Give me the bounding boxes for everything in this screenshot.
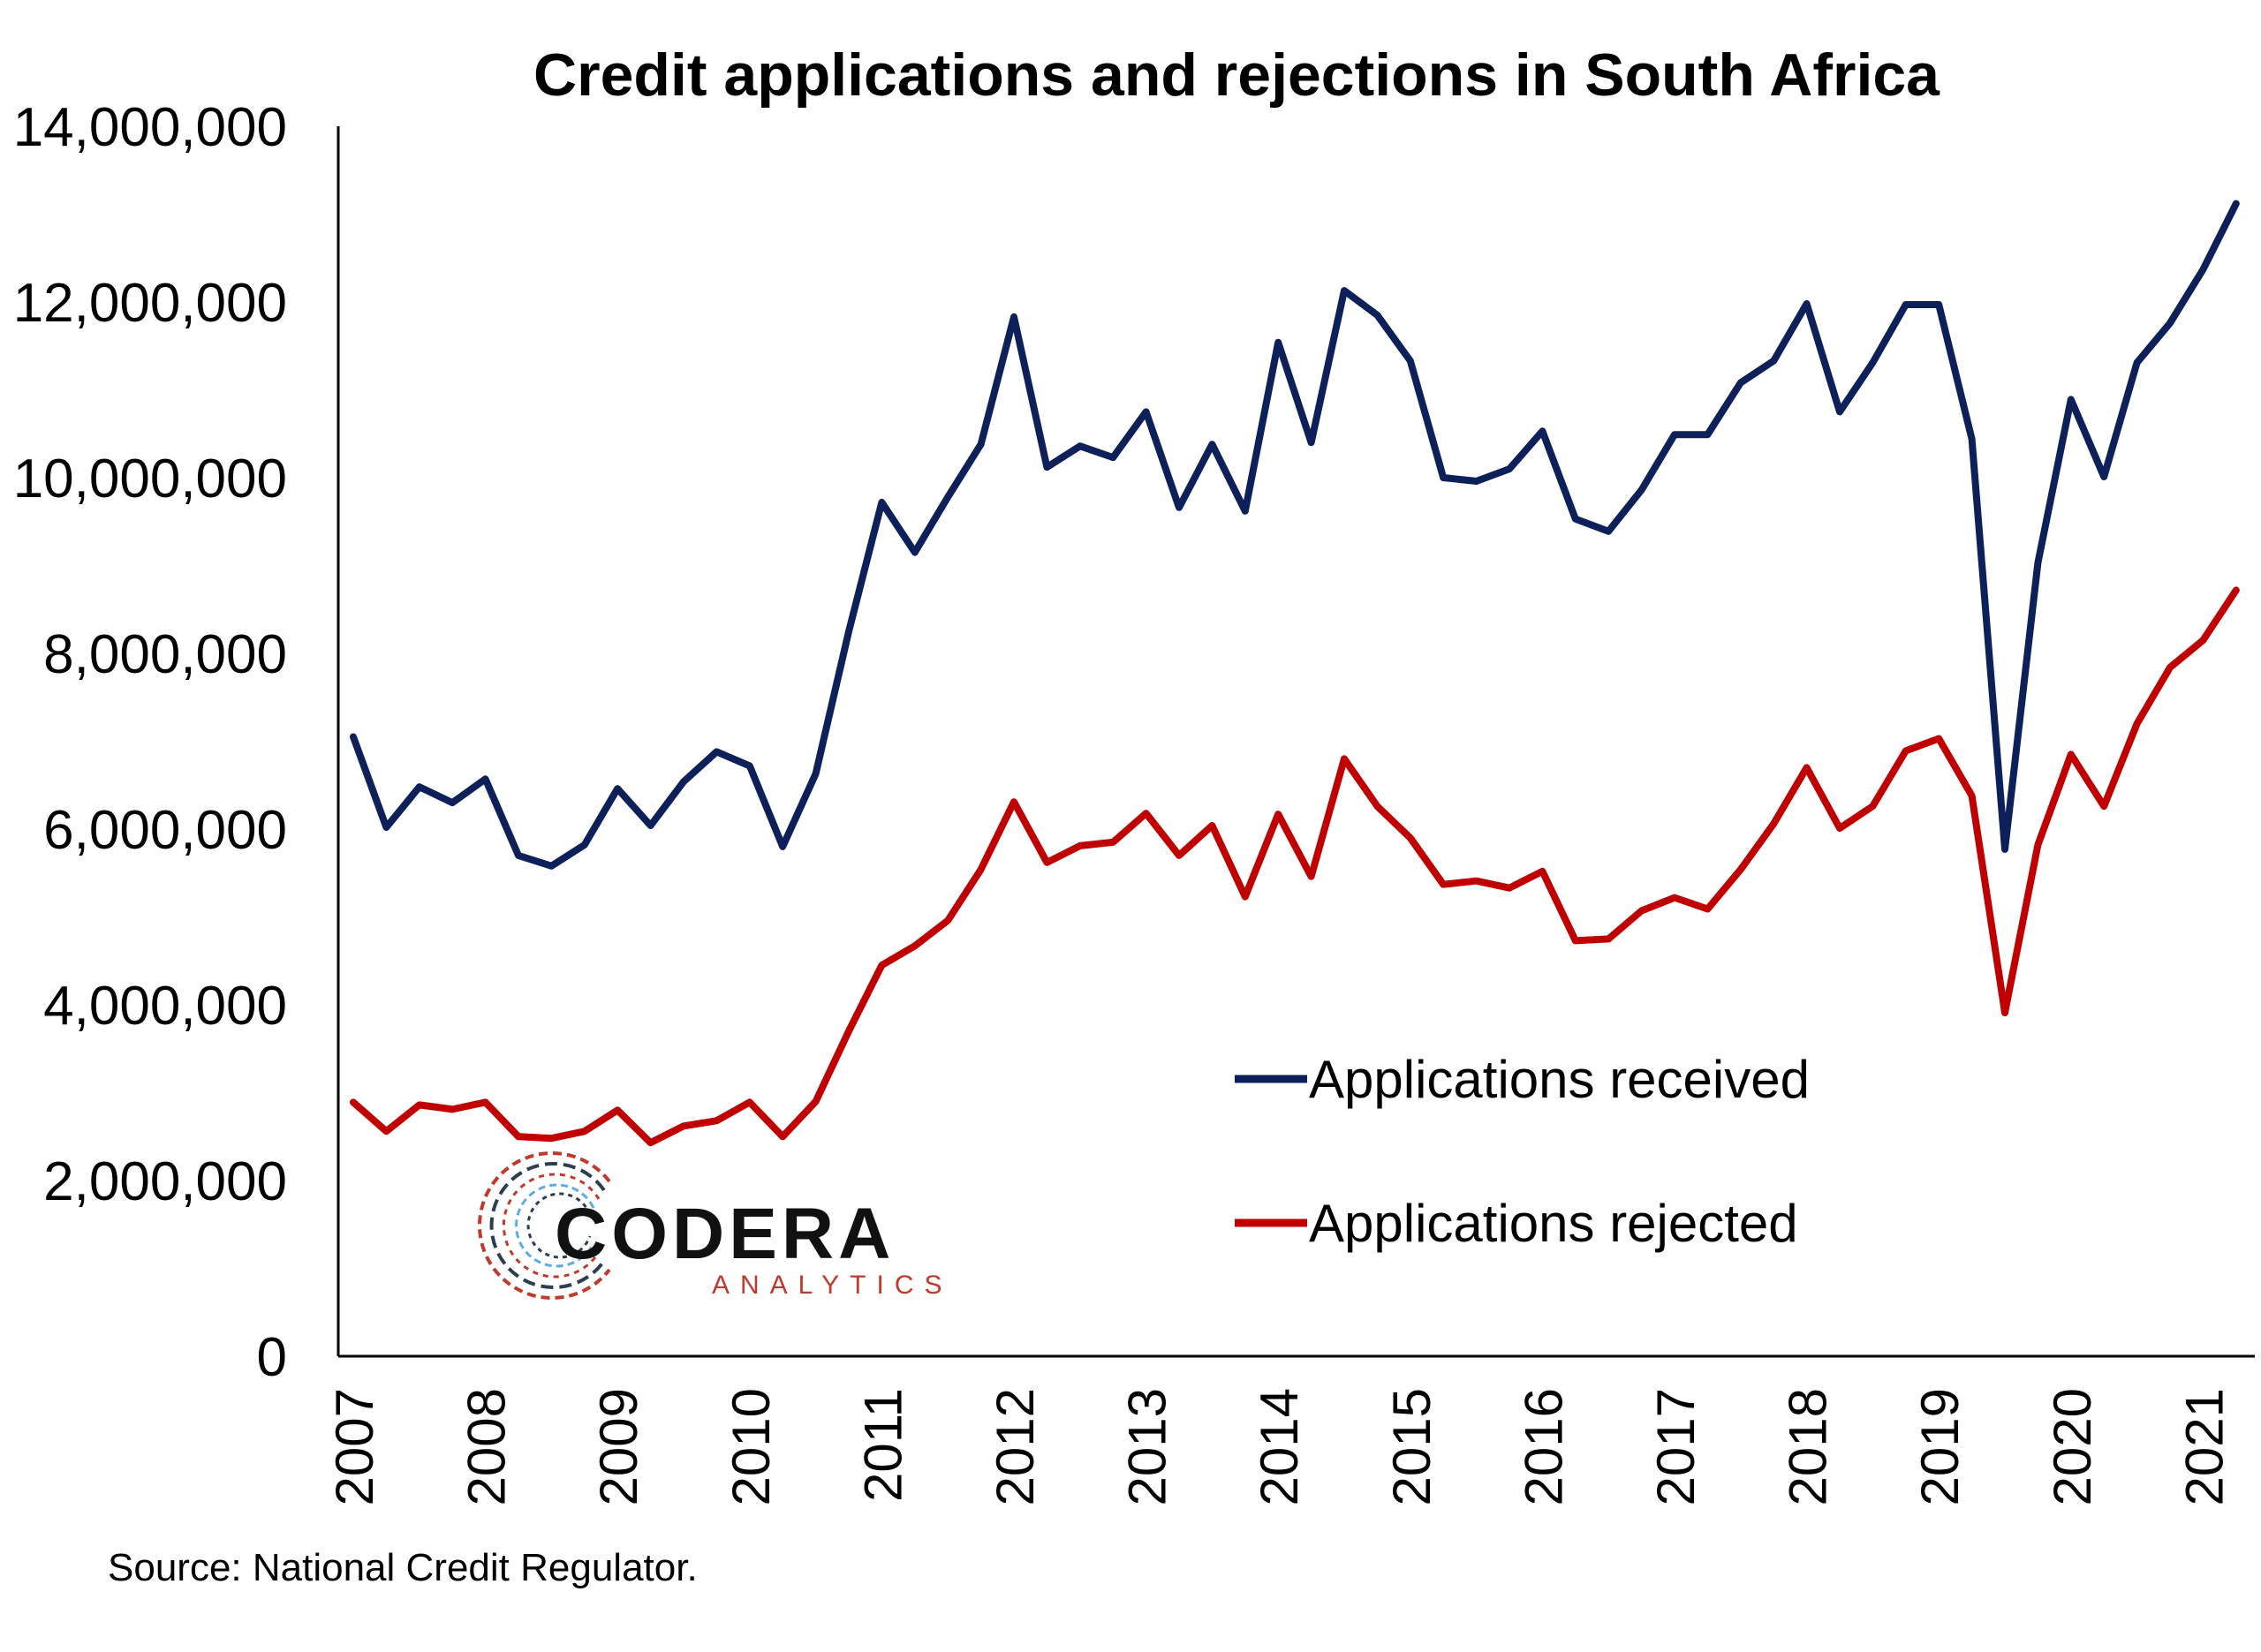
y-tick-label: 12,000,000 bbox=[13, 273, 287, 334]
x-tick-label: 2017 bbox=[1646, 1388, 1705, 1505]
y-tick-label: 14,000,000 bbox=[13, 97, 287, 158]
y-tick-label: 0 bbox=[257, 1327, 287, 1388]
series-line-received bbox=[350, 200, 2240, 870]
legend-label-received: Applications received bbox=[1309, 1050, 1810, 1109]
x-tick-label: 2018 bbox=[1779, 1388, 1838, 1505]
legend: Applications received Applications rejec… bbox=[1235, 1050, 1810, 1253]
x-tick-label: 2020 bbox=[2043, 1388, 2102, 1505]
x-tick-label: 2015 bbox=[1382, 1388, 1441, 1505]
x-tick-label: 2011 bbox=[853, 1388, 912, 1502]
x-axis-ticks: 2007 2008 2009 2010 2011 2012 2013 2014 2015 2016… bbox=[325, 1388, 2234, 1505]
y-tick-label: 2,000,000 bbox=[43, 1151, 287, 1212]
x-tick-label: 2019 bbox=[1910, 1388, 1970, 1505]
logo-tagline: ANALYTICS bbox=[712, 1271, 953, 1300]
series-group bbox=[350, 200, 2240, 1147]
logo-circle-icon bbox=[478, 1151, 611, 1300]
x-tick-label: 2007 bbox=[325, 1388, 384, 1505]
x-tick-label: 2012 bbox=[986, 1388, 1045, 1505]
y-tick-label: 8,000,000 bbox=[43, 624, 287, 685]
source-note: Source: National Credit Regulator. bbox=[108, 1546, 698, 1589]
logo-wordmark: CODERA bbox=[555, 1194, 895, 1274]
x-tick-label: 2021 bbox=[2174, 1388, 2234, 1505]
x-tick-label: 2009 bbox=[589, 1388, 648, 1505]
codera-logo: CODERA ANALYTICS bbox=[478, 1151, 953, 1300]
legend-label-rejected: Applications rejected bbox=[1309, 1194, 1798, 1253]
chart-title: Credit applications and rejections in So… bbox=[533, 41, 1940, 109]
x-tick-label: 2010 bbox=[722, 1388, 781, 1505]
y-tick-label: 4,000,000 bbox=[43, 976, 287, 1037]
x-tick-label: 2016 bbox=[1514, 1388, 1573, 1505]
series-line-rejected bbox=[350, 586, 2240, 1147]
x-tick-label: 2014 bbox=[1250, 1388, 1309, 1505]
y-tick-label: 6,000,000 bbox=[43, 800, 287, 861]
y-axis-ticks: 0 2,000,000 4,000,000 6,000,000 8,000,000 10,… bbox=[13, 97, 287, 1388]
x-tick-label: 2013 bbox=[1118, 1388, 1177, 1505]
x-tick-label: 2008 bbox=[457, 1388, 517, 1505]
y-tick-label: 10,000,000 bbox=[13, 449, 287, 509]
